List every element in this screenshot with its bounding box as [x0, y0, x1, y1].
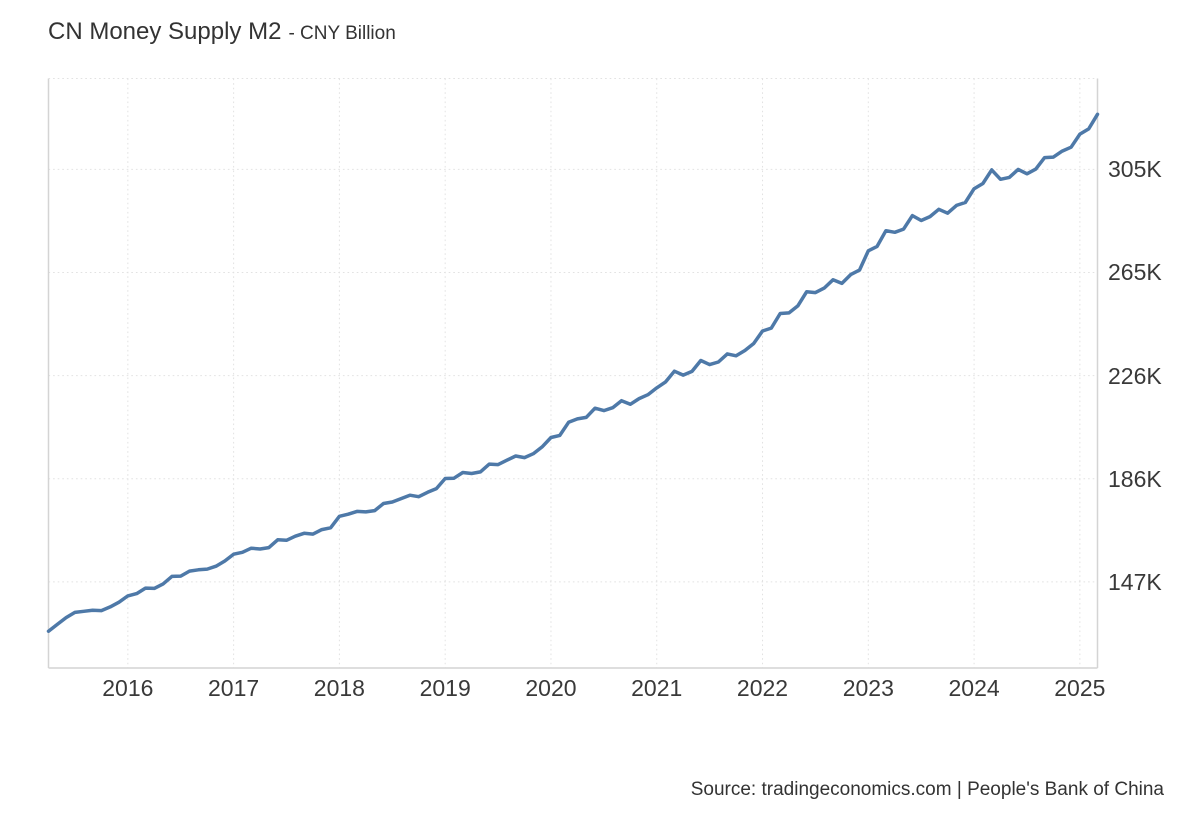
chart-header: CN Money Supply M2 - CNY Billion	[48, 18, 396, 46]
y-tick-label: 186K	[1108, 465, 1162, 492]
y-tick-label: 265K	[1108, 259, 1162, 286]
chart-subtitle: - CNY Billion	[288, 23, 396, 44]
y-tick-label: 305K	[1108, 156, 1162, 183]
x-tick-label: 2021	[631, 675, 683, 701]
x-tick-label: 2023	[842, 675, 894, 701]
x-tick-label: 2022	[736, 675, 789, 701]
y-tick-label: 147K	[1108, 568, 1162, 595]
y-tick-label: 226K	[1108, 362, 1162, 389]
source-attribution: Source: tradingeconomics.com | People's …	[690, 779, 1164, 800]
x-tick-label: 2016	[102, 675, 154, 701]
m2-series-line	[46, 112, 1100, 633]
x-tick-label: 2018	[313, 675, 365, 701]
x-tick-label: 2024	[948, 675, 1000, 701]
x-tick-label: 2020	[525, 675, 577, 701]
x-tick-label: 2025	[1054, 675, 1106, 701]
x-tick-label: 2019	[419, 675, 471, 701]
x-tick-label: 2017	[208, 675, 260, 701]
chart-title: CN Money Supply M2	[48, 18, 282, 45]
